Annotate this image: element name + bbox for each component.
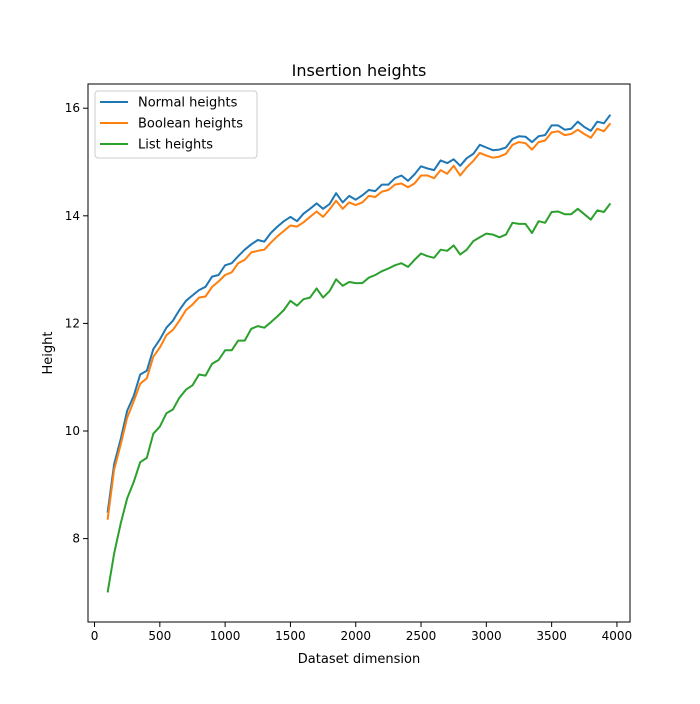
y-tick-label: 12 (65, 316, 80, 330)
x-tick-label: 500 (148, 629, 171, 643)
legend-label-2: List heights (138, 138, 213, 153)
x-tick-label: 4000 (602, 629, 633, 643)
legend: Normal heights Boolean heights List height… (94, 90, 258, 159)
y-tick-label: 14 (65, 209, 80, 223)
series-line-1 (106, 122, 612, 520)
plot-frame (87, 83, 631, 623)
x-axis-label: Dataset dimension (298, 652, 420, 667)
x-tick-label: 1500 (275, 629, 306, 643)
x-tick-label: 0 (91, 629, 99, 643)
x-axis: 0 500 1000 1500 2000 2500 3000 3500 4000 (91, 622, 633, 643)
y-tick-label: 16 (65, 101, 80, 115)
series-line-2 (106, 202, 612, 593)
series-layer (106, 114, 612, 593)
y-axis-label: Height (41, 332, 56, 375)
x-tick-label: 3000 (471, 629, 502, 643)
x-tick-label: 3500 (536, 629, 567, 643)
chart-title: Insertion heights (292, 61, 427, 80)
series-line-0 (106, 114, 612, 513)
x-tick-label: 2500 (406, 629, 437, 643)
y-tick-label: 8 (72, 532, 80, 546)
x-tick-label: 1000 (210, 629, 241, 643)
x-tick-label: 2000 (340, 629, 371, 643)
y-tick-label: 10 (65, 424, 80, 438)
y-axis: 8 10 12 14 16 (65, 101, 88, 546)
legend-label-0: Normal heights (138, 96, 238, 111)
legend-box (94, 90, 258, 159)
legend-label-1: Boolean heights (138, 117, 243, 132)
